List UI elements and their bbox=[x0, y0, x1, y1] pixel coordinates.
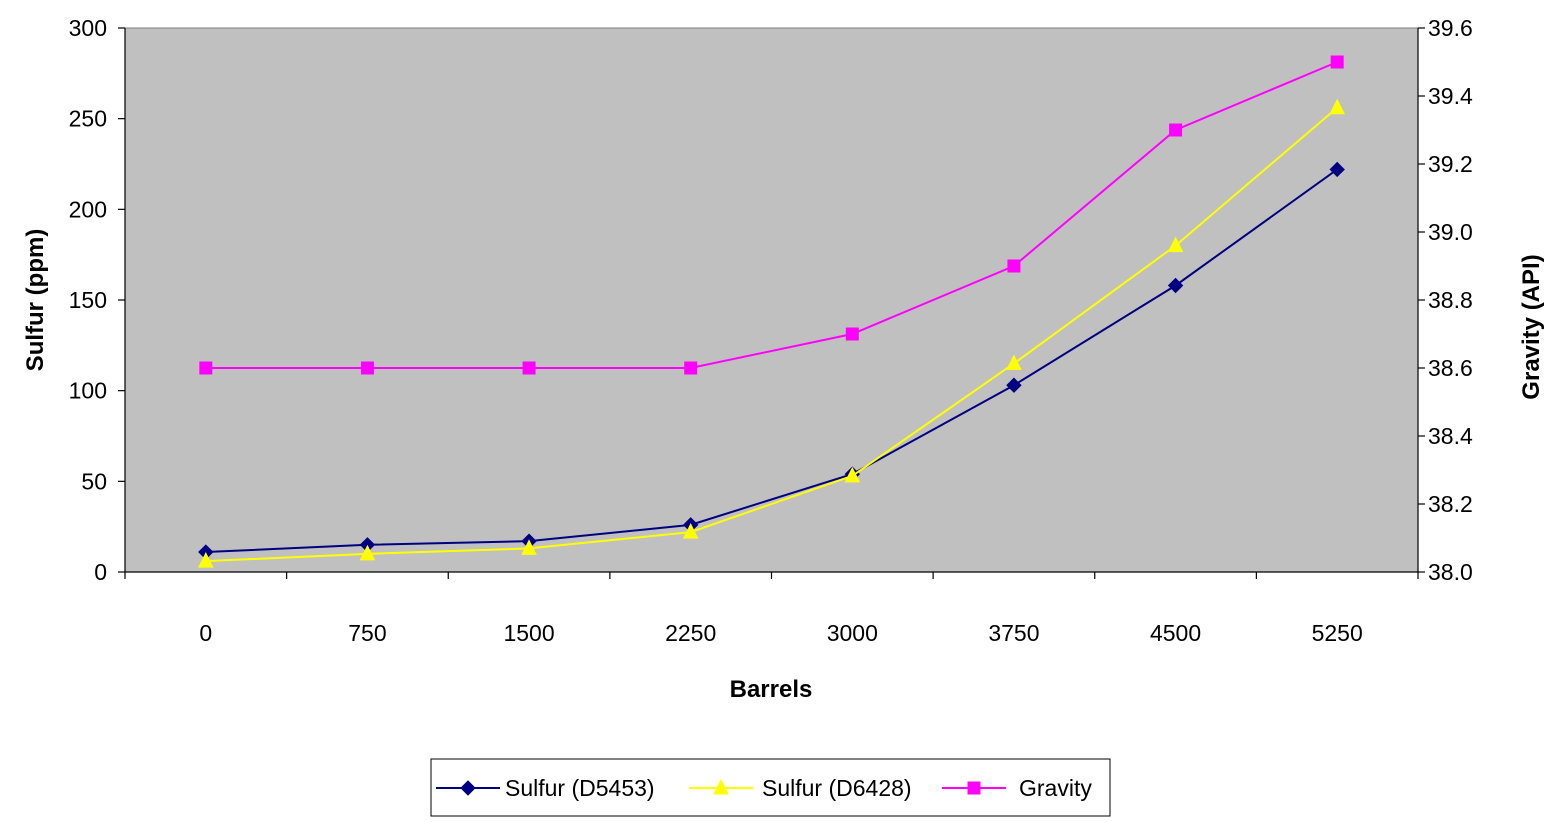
data-point bbox=[1329, 98, 1345, 115]
y-tick-label: 50 bbox=[81, 468, 107, 494]
y2-tick-label: 39.6 bbox=[1428, 15, 1473, 41]
x-tick-label: 3000 bbox=[827, 620, 878, 646]
legend-marker bbox=[460, 780, 476, 796]
series-line bbox=[205, 107, 1338, 563]
data-point bbox=[1006, 377, 1022, 393]
y-tick-label: 250 bbox=[69, 106, 107, 132]
y-axis-title: Sulfur (ppm) bbox=[22, 229, 49, 372]
x-tick-label: 5250 bbox=[1312, 620, 1363, 646]
legend-marker bbox=[967, 781, 981, 795]
data-point bbox=[521, 539, 537, 555]
y-tick-label: 100 bbox=[69, 378, 107, 404]
data-point bbox=[1007, 259, 1021, 273]
data-point bbox=[845, 327, 859, 341]
data-point bbox=[1330, 55, 1344, 69]
series-line bbox=[205, 61, 1338, 369]
x-tick-label: 3750 bbox=[988, 620, 1039, 646]
x-axis-title: Barrels bbox=[730, 676, 813, 703]
series-line bbox=[205, 168, 1338, 554]
legend-label: Sulfur (D5453) bbox=[505, 775, 655, 801]
legend-item: Sulfur (D6428) bbox=[689, 775, 912, 801]
x-tick-label: 2250 bbox=[665, 620, 716, 646]
legend-item: Sulfur (D5453) bbox=[436, 775, 655, 801]
y2-tick-label: 38.4 bbox=[1428, 423, 1473, 449]
data-point bbox=[198, 552, 214, 568]
y2-axis-title: Gravity (API) bbox=[1518, 254, 1545, 399]
series-square bbox=[199, 55, 1344, 375]
data-point bbox=[1006, 354, 1022, 370]
axes: 0 50 100 150 200 250 300 38.0 38.2 38.4 38.6 38.8 39… bbox=[69, 15, 1473, 646]
y-tick-label: 200 bbox=[69, 196, 107, 222]
legend-label: Gravity bbox=[1019, 775, 1092, 801]
legend: Sulfur (D5453) Sulfur (D6428) Gravity bbox=[430, 758, 1111, 817]
data-point bbox=[1169, 123, 1183, 137]
y2-tick-label: 38.0 bbox=[1428, 559, 1473, 585]
y2-tick-label: 39.0 bbox=[1428, 219, 1473, 245]
y2-tick-label: 39.4 bbox=[1428, 83, 1473, 109]
data-point bbox=[360, 361, 374, 375]
y2-tick-label: 38.6 bbox=[1428, 355, 1473, 381]
x-tick-label: 4500 bbox=[1150, 620, 1201, 646]
data-point bbox=[682, 522, 699, 539]
legend-marker bbox=[713, 778, 729, 795]
data-point bbox=[1329, 161, 1345, 178]
x-tick-label: 0 bbox=[199, 620, 212, 646]
data-point bbox=[522, 361, 536, 375]
data-point bbox=[359, 544, 376, 561]
data-point bbox=[684, 361, 698, 375]
y2-tick-label: 38.2 bbox=[1428, 491, 1473, 517]
y-tick-label: 300 bbox=[69, 15, 107, 41]
data-point bbox=[1167, 277, 1184, 294]
y2-tick-label: 39.2 bbox=[1428, 151, 1473, 177]
x-tick-label: 750 bbox=[348, 620, 386, 646]
series-group bbox=[198, 55, 1345, 568]
data-point bbox=[199, 361, 213, 375]
data-point bbox=[1167, 236, 1184, 253]
legend-label: Sulfur (D6428) bbox=[762, 775, 912, 801]
y-tick-label: 0 bbox=[94, 559, 107, 585]
x-tick-label: 1500 bbox=[503, 620, 554, 646]
series-triangle bbox=[198, 98, 1345, 568]
data-point bbox=[844, 466, 861, 483]
series-diamond bbox=[198, 161, 1345, 560]
y2-tick-label: 38.8 bbox=[1428, 287, 1473, 313]
legend-item: Gravity bbox=[942, 775, 1092, 801]
y-tick-label: 150 bbox=[69, 287, 107, 313]
